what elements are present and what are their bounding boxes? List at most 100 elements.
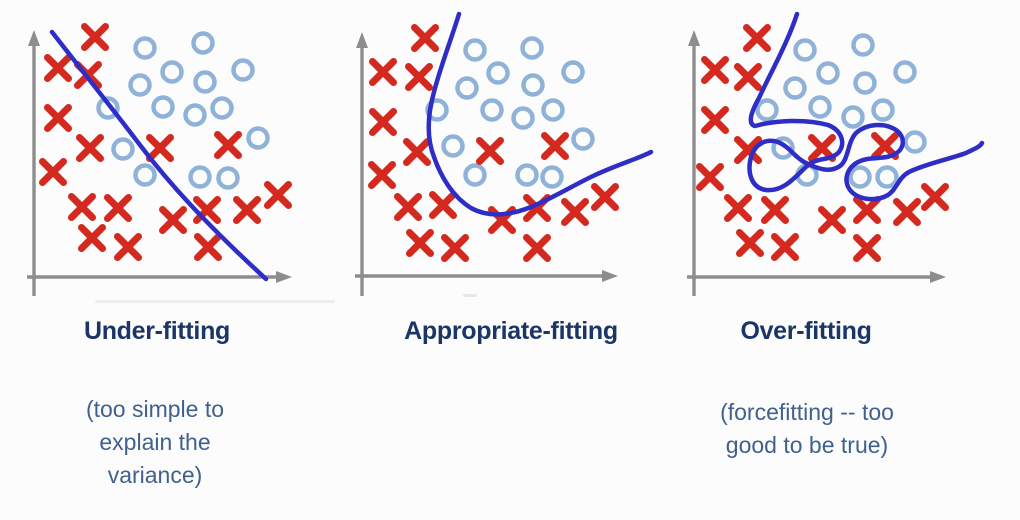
o-marker: [571, 127, 595, 151]
o-marker: [848, 165, 872, 189]
o-marker: [808, 95, 832, 119]
o-marker: [441, 134, 465, 158]
o-marker: [875, 165, 899, 189]
over-fitting-x-axis-arrow-icon: [930, 271, 946, 283]
o-marker: [893, 60, 917, 84]
x-marker: [369, 108, 397, 136]
x-marker: [818, 206, 846, 234]
x-marker: [771, 233, 799, 261]
o-marker: [521, 73, 545, 97]
x-marker: [114, 233, 142, 261]
x-marker: [429, 191, 457, 219]
panel-caption-overfitting: (forcefitting -- too good to be true): [720, 399, 894, 458]
o-marker: [133, 163, 157, 187]
o-marker: [561, 60, 585, 84]
o-marker: [480, 98, 504, 122]
x-marker: [76, 134, 104, 162]
o-marker: [183, 103, 207, 127]
x-marker: [159, 206, 187, 234]
panel-caption-underfitting: (too simple to explain the variance): [85, 396, 225, 488]
x-marker: [369, 58, 397, 86]
x-marker: [214, 131, 242, 159]
o-marker: [871, 98, 895, 122]
o-marker: [111, 137, 135, 161]
x-marker: [734, 63, 762, 91]
o-marker: [191, 31, 215, 55]
o-marker: [520, 36, 544, 60]
x-marker: [441, 234, 469, 262]
panel-title-appropriatefitting: Appropriate-fitting: [404, 317, 618, 345]
x-marker: [591, 183, 619, 211]
x-marker: [701, 106, 729, 134]
x-marker: [696, 163, 724, 191]
under-fitting-y-axis-arrow-icon: [28, 30, 40, 46]
x-marker: [368, 161, 396, 189]
x-marker: [761, 196, 789, 224]
o-marker: [853, 71, 877, 95]
x-marker: [403, 138, 431, 166]
o-marker: [816, 61, 840, 85]
x-marker: [921, 183, 949, 211]
x-marker: [853, 196, 881, 224]
o-marker: [903, 130, 927, 154]
o-marker: [486, 61, 510, 85]
o-marker: [851, 33, 875, 57]
x-marker: [701, 56, 729, 84]
x-marker: [523, 234, 551, 262]
plots-canvas: [27, 11, 985, 296]
o-marker: [463, 163, 487, 187]
o-marker: [515, 163, 539, 187]
o-marker: [128, 73, 152, 97]
panel-title-overfitting: Over-fitting: [740, 317, 872, 345]
o-marker: [425, 98, 449, 122]
x-marker: [406, 229, 434, 257]
x-marker: [734, 136, 762, 164]
x-marker: [394, 193, 422, 221]
appropriate-fitting-x-axis-arrow-icon: [602, 270, 618, 282]
appropriate-fitting-y-axis-arrow-icon: [356, 32, 368, 48]
over-fitting-decision-boundary: [747, 11, 985, 202]
x-marker: [476, 137, 504, 165]
o-marker: [455, 76, 479, 100]
o-marker: [771, 136, 795, 160]
under-fitting-x-axis-arrow-icon: [276, 271, 292, 283]
o-marker: [463, 38, 487, 62]
x-marker: [233, 196, 261, 224]
o-marker: [151, 95, 175, 119]
x-marker: [78, 224, 106, 252]
x-marker: [264, 181, 292, 209]
x-marker: [853, 234, 881, 262]
x-marker: [44, 104, 72, 132]
x-marker: [411, 24, 439, 52]
x-marker: [194, 233, 222, 261]
o-marker: [783, 76, 807, 100]
over-fitting-y-axis-arrow-icon: [688, 30, 700, 46]
o-marker: [188, 165, 212, 189]
o-marker: [231, 58, 255, 82]
x-marker: [736, 229, 764, 257]
o-marker: [755, 98, 779, 122]
x-marker: [146, 134, 174, 162]
appropriate-fitting-decision-boundary: [426, 11, 654, 217]
o-marker: [96, 96, 120, 120]
o-marker: [160, 60, 184, 84]
x-marker: [39, 158, 67, 186]
x-marker: [743, 24, 771, 52]
x-marker: [68, 193, 96, 221]
o-marker: [511, 106, 535, 130]
o-marker: [210, 96, 234, 120]
under-fitting-decision-boundary: [49, 29, 269, 282]
jpeg-smudge: [95, 300, 335, 303]
x-marker: [81, 23, 109, 51]
x-marker: [541, 132, 569, 160]
jpeg-smudge: [463, 294, 477, 297]
x-marker: [808, 134, 836, 162]
o-marker: [841, 105, 865, 129]
o-marker: [216, 166, 240, 190]
x-marker: [44, 54, 72, 82]
x-marker: [724, 194, 752, 222]
o-marker: [246, 126, 270, 150]
x-marker: [104, 194, 132, 222]
x-marker: [893, 198, 921, 226]
